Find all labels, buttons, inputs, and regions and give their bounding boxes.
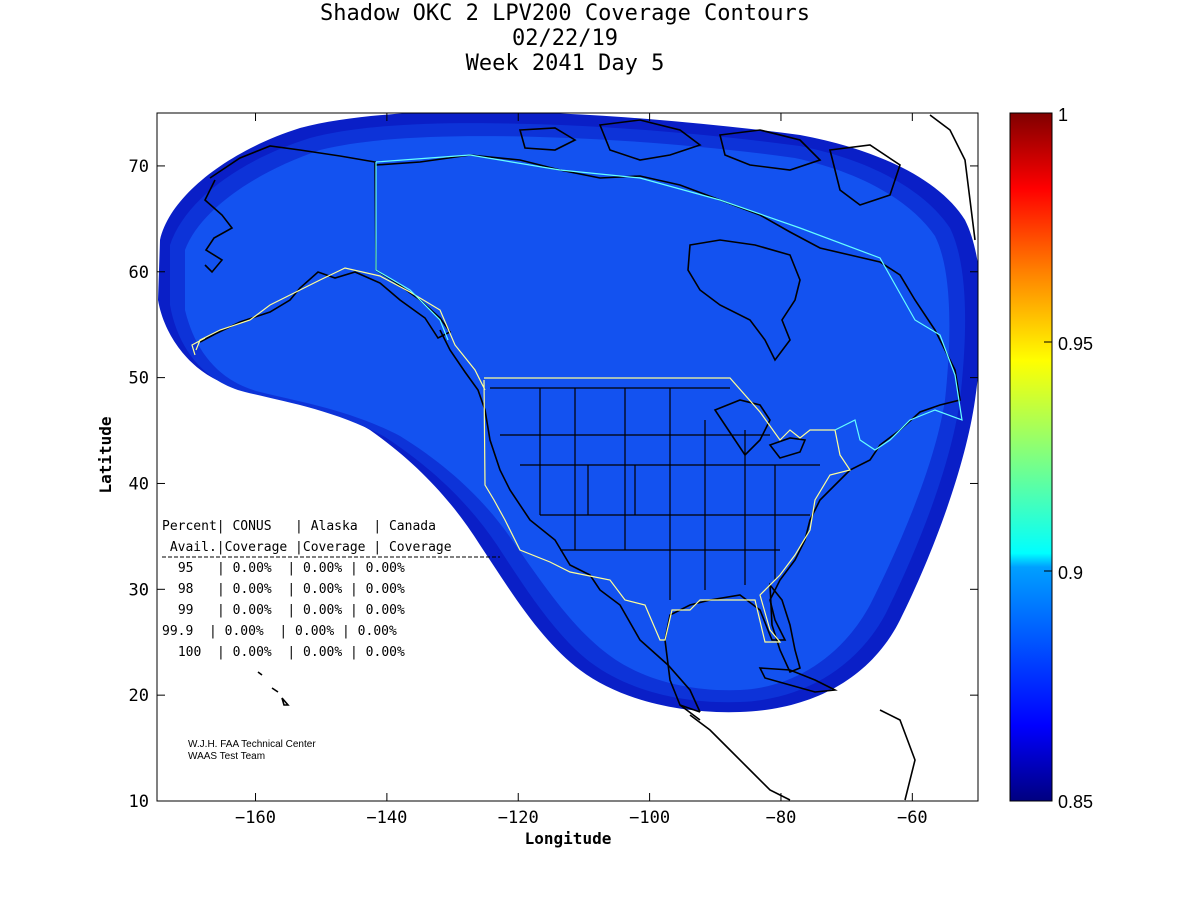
- x-axis-label: Longitude: [525, 829, 612, 848]
- plot-area: [158, 113, 978, 801]
- plot-frame: [156, 112, 979, 802]
- y-tick-label: 10: [129, 792, 149, 812]
- x-tick-label: −80: [766, 808, 797, 828]
- y-tick-label: 20: [129, 686, 149, 706]
- table-row: 99.9 | 0.00% | 0.00% | 0.00%: [162, 624, 397, 639]
- colorbar-tick-label: 0.9: [1058, 563, 1083, 583]
- title-line-3: Week 2041 Day 5: [465, 51, 665, 76]
- colorbar-tick-label: 0.85: [1058, 792, 1093, 812]
- title-line-2: 02/22/19: [512, 26, 618, 51]
- table-header-1: Percent| CONUS | Alaska | Canada: [162, 519, 436, 534]
- coverage-table: Percent| CONUS | Alaska | Canada Avail.|…: [162, 519, 500, 660]
- y-tick-label: 60: [129, 263, 149, 283]
- colorbar-tick-label: 0.95: [1058, 334, 1093, 354]
- y-tick-label: 50: [129, 369, 149, 389]
- x-tick-label: −160: [235, 808, 276, 828]
- y-tick-label: 40: [129, 474, 149, 494]
- table-row: 98 | 0.00% | 0.00% | 0.00%: [170, 582, 405, 597]
- table-row: 95 | 0.00% | 0.00% | 0.00%: [170, 561, 405, 576]
- colorbar-ticks: [1044, 341, 1052, 572]
- x-tick-label: −60: [897, 808, 928, 828]
- table-row: 100 | 0.00% | 0.00% | 0.00%: [170, 645, 405, 660]
- y-tick-label: 30: [129, 580, 149, 600]
- x-tick-label: −120: [498, 808, 539, 828]
- colorbar: [1009, 112, 1053, 802]
- table-row: 99 | 0.00% | 0.00% | 0.00%: [170, 603, 405, 618]
- y-tick-label: 70: [129, 157, 149, 177]
- table-header-2: Avail.|Coverage |Coverage | Coverage: [162, 540, 452, 555]
- x-tick-label: −100: [629, 808, 670, 828]
- colorbar-tick-label: 1: [1058, 105, 1068, 125]
- credit-line-2: WAAS Test Team: [188, 751, 265, 762]
- x-tick-label: −140: [366, 808, 407, 828]
- y-axis-ticks: 10 20 30 40 50 60 70: [129, 157, 978, 812]
- region-boundaries: [191, 154, 963, 643]
- y-axis-label: Latitude: [96, 416, 115, 493]
- coastlines: [199, 114, 976, 801]
- x-axis-ticks: −160 −140 −120 −100 −80 −60: [235, 113, 928, 828]
- credit-line-1: W.J.H. FAA Technical Center: [188, 739, 316, 750]
- title-line-1: Shadow OKC 2 LPV200 Coverage Contours: [319, 1, 811, 26]
